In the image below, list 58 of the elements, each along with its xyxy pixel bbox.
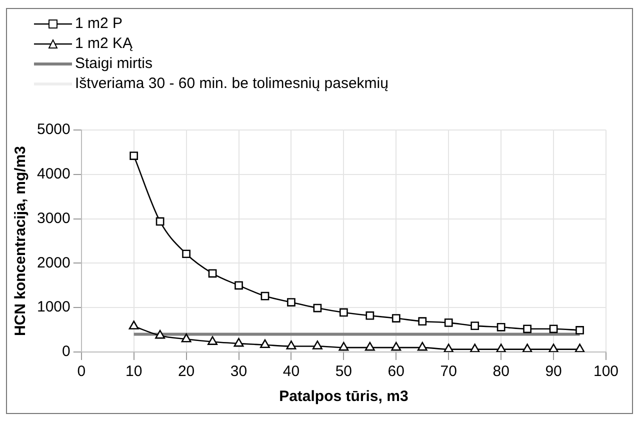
point (392, 314, 400, 322)
point (286, 340, 296, 350)
y-tick-label: 1000 (36, 298, 70, 316)
x-tick-label: 100 (593, 363, 619, 380)
point (364, 342, 375, 351)
y-tick-label: 3000 (36, 210, 70, 227)
point (366, 311, 374, 320)
point (444, 344, 454, 352)
point (496, 344, 506, 352)
point (548, 344, 559, 352)
point (470, 322, 480, 330)
point (522, 344, 532, 352)
x-tick-label: 80 (492, 363, 510, 380)
point (496, 322, 506, 332)
point (523, 324, 532, 334)
point (574, 344, 585, 352)
x-tick-label: 70 (440, 363, 457, 380)
x-tick-label: 0 (77, 363, 86, 380)
point (234, 338, 244, 347)
y-tick-label: 0 (62, 343, 70, 360)
point (313, 304, 322, 312)
point (470, 344, 480, 352)
point (418, 317, 427, 326)
point (417, 342, 428, 351)
legend-label: 1 m2 P (75, 14, 123, 34)
point (155, 330, 166, 339)
x-tick-label: 20 (178, 363, 195, 380)
x-tick-label: 50 (335, 363, 352, 380)
point (208, 336, 218, 345)
point (338, 342, 349, 351)
point (549, 324, 558, 334)
point (260, 339, 270, 348)
point (156, 217, 164, 226)
point (576, 326, 584, 334)
point (340, 308, 348, 317)
legend-label: Staigi mirtis (75, 54, 153, 74)
legend-label: Ištveriama 30 - 60 min. be tolimesnių pasekmių (75, 74, 388, 94)
y-tick-label: 2000 (36, 254, 70, 272)
x-tick-label: 10 (125, 363, 142, 380)
y-tick-label: 5000 (36, 121, 70, 138)
x-tick-label: 90 (545, 363, 562, 380)
point (128, 320, 139, 330)
x-tick-label: 30 (230, 363, 248, 380)
point (208, 269, 217, 278)
y-axis-title: HCN koncentracija, mg/m3 (12, 146, 30, 336)
x-tick-label: 60 (388, 363, 404, 380)
y-tick-label: 4000 (36, 166, 70, 183)
point (444, 318, 453, 327)
point (182, 250, 190, 258)
x-axis-title: Patalpos tūris, m3 (279, 388, 408, 406)
legend-label: 1 m2 KĄ (75, 34, 133, 54)
x-tick-label: 40 (282, 363, 300, 380)
point (181, 333, 192, 342)
point (312, 340, 322, 350)
point (260, 292, 270, 300)
point (391, 342, 402, 351)
point (287, 298, 296, 306)
point (234, 281, 243, 290)
